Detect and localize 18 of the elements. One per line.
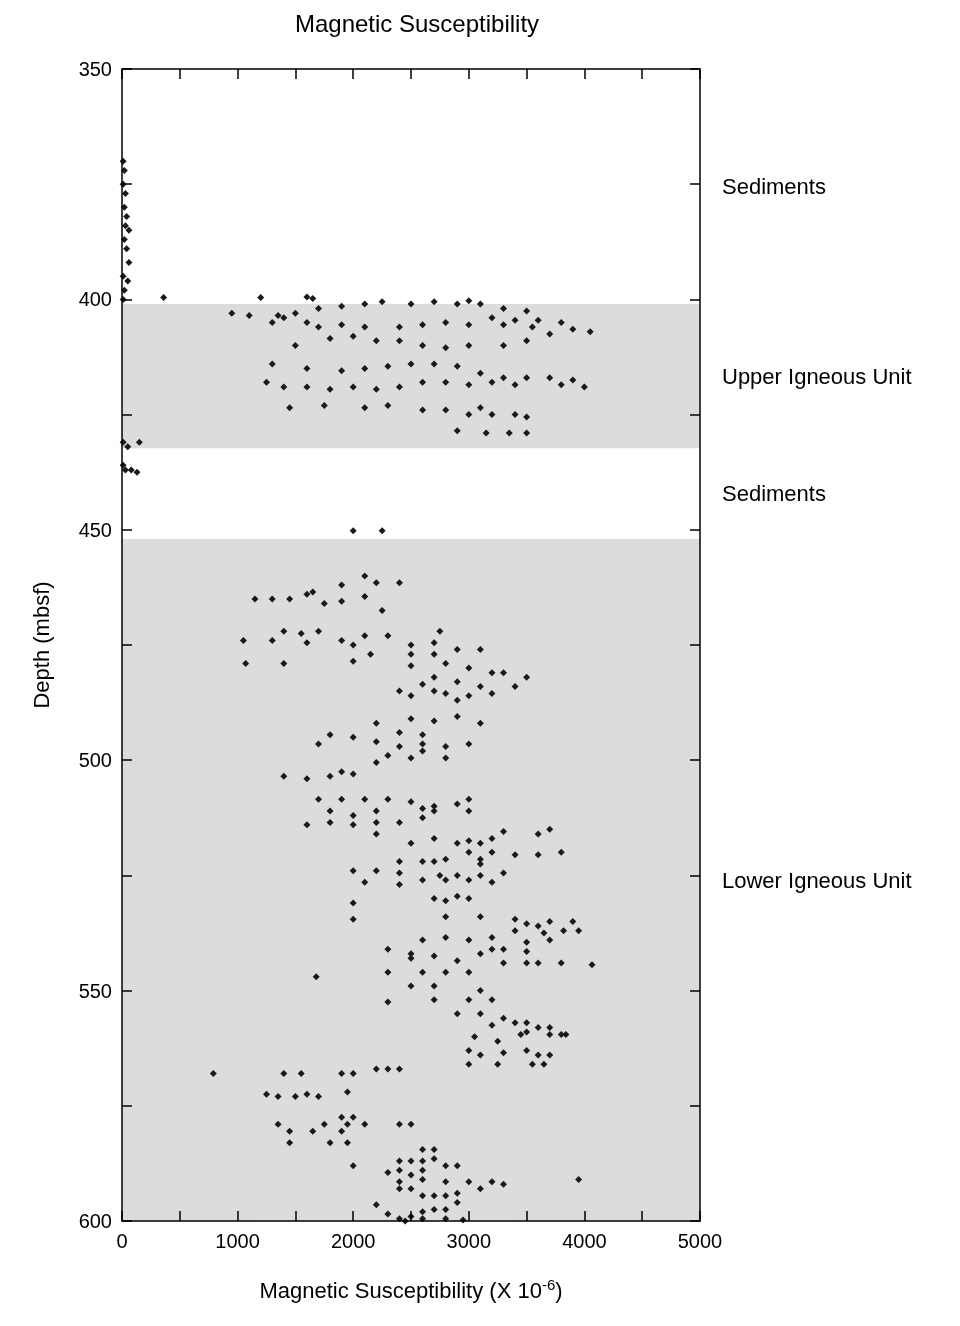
y-tick-label: 450 — [78, 518, 112, 541]
y-tick-label: 600 — [78, 1210, 112, 1232]
y-axis-title: Depth (mbsf) — [28, 581, 54, 709]
x-tick-label: 0 — [116, 1230, 128, 1252]
text: Sediments — [722, 481, 826, 507]
x-tick-label: 4000 — [562, 1230, 607, 1252]
x-tick-label: 5000 — [677, 1230, 723, 1252]
band-label: Upper Igneous Unit — [722, 363, 912, 389]
x-tick-label: 3000 — [446, 1230, 492, 1252]
y-tick-label: 500 — [78, 749, 112, 772]
x-tick-label: 1000 — [215, 1230, 260, 1252]
y-tick-label: 400 — [78, 288, 112, 311]
text: Sediments — [722, 174, 826, 199]
x-tick-label: 2000 — [330, 1230, 376, 1252]
y-tick-label: 550 — [78, 979, 112, 1002]
band-label: Lower Igneous Unit — [722, 867, 912, 893]
chart-title: Magnetic Susceptibility — [294, 9, 540, 37]
y-tick-label: 350 — [78, 58, 112, 80]
